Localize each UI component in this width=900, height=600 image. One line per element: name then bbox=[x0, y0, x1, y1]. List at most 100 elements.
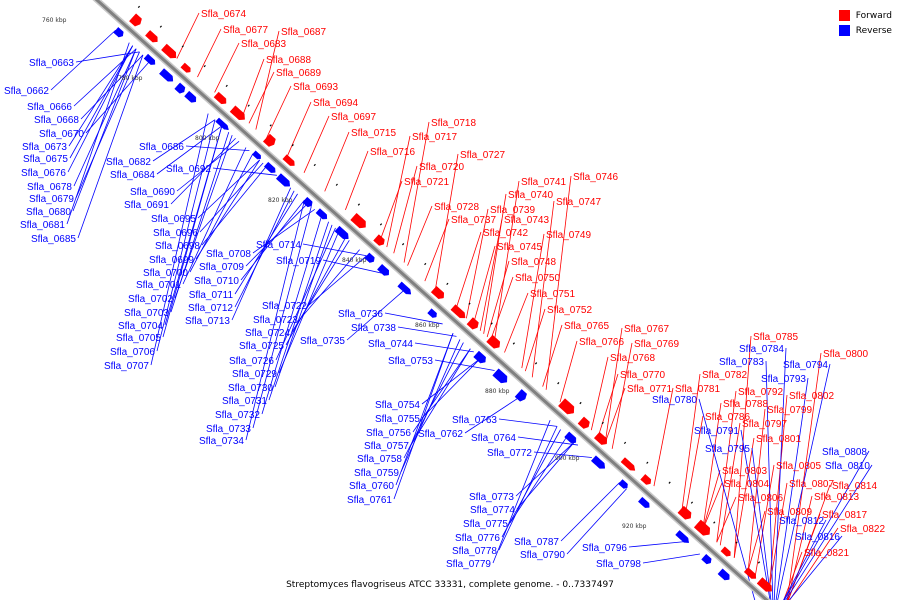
forward-gene-leader bbox=[345, 150, 369, 211]
forward-gene-leader bbox=[590, 356, 609, 431]
backbone-tick-mark bbox=[159, 25, 162, 28]
forward-gene-label: Sfla_0814 bbox=[832, 481, 877, 492]
reverse-gene-label: Sfla_0724 bbox=[245, 328, 290, 339]
forward-gene-label: Sfla_0752 bbox=[547, 305, 592, 316]
reverse-gene-3 bbox=[174, 82, 186, 94]
reverse-gene-leader bbox=[533, 451, 592, 458]
reverse-gene-leader bbox=[275, 227, 336, 361]
reverse-gene-label: Sfla_0773 bbox=[469, 492, 514, 503]
reverse-gene-leader bbox=[566, 488, 627, 555]
forward-gene-label: Sfla_0806 bbox=[738, 493, 783, 504]
forward-gene-20 bbox=[693, 519, 711, 536]
forward-gene-label: Sfla_0785 bbox=[753, 332, 798, 343]
forward-gene-label: Sfla_0751 bbox=[530, 289, 575, 300]
reverse-gene-leader bbox=[628, 541, 686, 548]
reverse-gene-label: Sfla_0705 bbox=[116, 333, 161, 344]
reverse-gene-label: Sfla_0810 bbox=[825, 461, 870, 472]
reverse-gene-leader bbox=[765, 360, 774, 600]
reverse-gene-leader bbox=[403, 342, 464, 459]
reverse-gene-15 bbox=[427, 308, 437, 318]
reverse-gene-leader bbox=[212, 167, 277, 176]
reverse-gene-leader bbox=[240, 199, 305, 281]
reverse-gene-label: Sfla_0753 bbox=[388, 356, 433, 367]
backbone-tick-mark bbox=[424, 262, 427, 266]
forward-gene-7 bbox=[282, 154, 295, 166]
reverse-gene-leader bbox=[50, 29, 116, 91]
reverse-gene-leader bbox=[773, 347, 787, 600]
forward-gene-14 bbox=[557, 398, 575, 415]
reverse-gene-label: Sfla_0678 bbox=[27, 182, 72, 193]
forward-gene-label: Sfla_0718 bbox=[431, 118, 476, 129]
tick-labels: 760 kbp 780 kbp 800 kbp 820 kbp 840 kbp 860 k… bbox=[42, 17, 647, 530]
forward-gene-label: Sfla_0809 bbox=[767, 507, 812, 518]
reverse-gene-leader bbox=[395, 333, 454, 486]
reverse-gene-label: Sfla_0796 bbox=[582, 543, 627, 554]
reverse-gene-label: Sfla_0730 bbox=[228, 383, 273, 394]
reverse-gene-leader bbox=[170, 131, 230, 313]
reverse-gene-leader bbox=[234, 190, 295, 308]
backbone-tick-mark bbox=[713, 521, 716, 524]
backbone-tick-mark bbox=[468, 302, 471, 305]
reverse-gene-label: Sfla_0680 bbox=[26, 207, 71, 218]
tick-label: 920 kbp bbox=[622, 523, 647, 530]
reverse-gene-13 bbox=[377, 263, 389, 276]
forward-gene-leader bbox=[754, 464, 775, 577]
reverse-gene-label: Sfla_0706 bbox=[110, 347, 155, 358]
forward-gene-leader bbox=[597, 373, 619, 437]
reverse-swatch bbox=[838, 25, 850, 36]
reverse-gene-label: Sfla_0707 bbox=[104, 361, 149, 372]
reverse-gene-leader bbox=[85, 60, 151, 134]
forward-gene-label: Sfla_0728 bbox=[434, 202, 479, 213]
forward-gene-label: Sfla_0800 bbox=[823, 349, 868, 360]
reverse-gene-label: Sfla_0701 bbox=[136, 280, 181, 291]
forward-gene-label: Sfla_0674 bbox=[201, 9, 246, 20]
backbone-tick-mark bbox=[291, 144, 294, 147]
reverse-gene-leader bbox=[421, 357, 482, 419]
backbone-tick-mark bbox=[269, 124, 272, 127]
forward-gene-label: Sfla_0689 bbox=[276, 68, 321, 79]
reverse-gene-leader bbox=[150, 113, 209, 366]
reverse-gene-label: Sfla_0775 bbox=[463, 519, 508, 530]
reverse-gene-22 bbox=[637, 496, 650, 508]
reverse-gene-label: Sfla_0726 bbox=[229, 356, 274, 367]
forward-gene-leader bbox=[559, 340, 578, 403]
legend-item-forward: Forward bbox=[838, 8, 892, 23]
forward-gene-leader bbox=[265, 85, 292, 139]
forward-gene-leader bbox=[393, 165, 418, 254]
tick-label: 900 kbp bbox=[555, 455, 580, 462]
reverse-gene-label: Sfla_0732 bbox=[215, 410, 260, 421]
reverse-gene-label: Sfla_0793 bbox=[761, 374, 806, 385]
reverse-gene-label: Sfla_0759 bbox=[354, 468, 399, 479]
forward-gene-label: Sfla_0741 bbox=[521, 177, 566, 188]
reverse-gene-leader bbox=[72, 48, 137, 212]
forward-gene-8 bbox=[350, 212, 366, 229]
forward-gene-label: Sfla_0769 bbox=[634, 339, 679, 350]
reverse-gene-label: Sfla_0758 bbox=[357, 454, 402, 465]
backbone-line bbox=[94, 0, 769, 600]
forward-gene-leader bbox=[324, 131, 350, 192]
forward-gene-leader bbox=[747, 408, 766, 571]
forward-gene-label: Sfla_0768 bbox=[610, 353, 655, 364]
reverse-gene-leader bbox=[75, 51, 140, 199]
forward-gene-label: Sfla_0721 bbox=[404, 177, 449, 188]
backbone-tick-mark bbox=[512, 342, 515, 345]
forward-gene-label: Sfla_0693 bbox=[293, 82, 338, 93]
reverse-gene-25 bbox=[717, 568, 730, 581]
reverse-gene-8 bbox=[275, 173, 290, 187]
forward-gene-leader bbox=[403, 121, 430, 263]
forward-gene-leader bbox=[521, 233, 545, 369]
reverse-gene-leader bbox=[152, 119, 216, 162]
reverse-gene-label: Sfla_0713 bbox=[185, 316, 230, 327]
forward-gene-label: Sfla_0742 bbox=[483, 228, 528, 239]
reverse-gene-label: Sfla_0703 bbox=[124, 308, 169, 319]
reverse-gene-leader bbox=[69, 45, 134, 159]
backbone-tick-mark bbox=[379, 223, 383, 226]
reverse-gene-leader bbox=[195, 159, 261, 260]
reverse-gene-18 bbox=[514, 388, 527, 402]
forward-gene-label: Sfla_0767 bbox=[624, 324, 669, 335]
reverse-gene-leader bbox=[421, 357, 481, 405]
forward-gene-leader bbox=[524, 308, 546, 372]
reverse-gene-label: Sfla_0779 bbox=[446, 559, 491, 570]
forward-gene-3 bbox=[180, 62, 191, 73]
forward-swatch bbox=[838, 10, 850, 21]
